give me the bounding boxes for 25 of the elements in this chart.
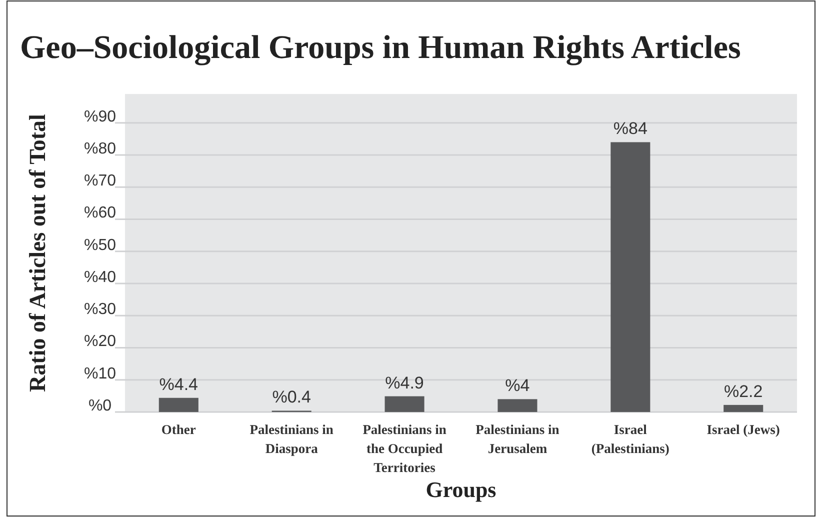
y-tick-label: %80 (84, 140, 116, 158)
chart-title: Geo–Sociological Groups in Human Rights Articles (20, 30, 741, 66)
y-tick-label: %90 (84, 108, 116, 126)
data-label: %4.9 (385, 373, 424, 392)
y-tick-label: %20 (84, 333, 116, 350)
y-tick-label: %10 (84, 365, 116, 382)
x-tick-label: Palestinians in the Occupied Territories (362, 422, 447, 475)
data-label: %84 (613, 119, 648, 138)
data-label: %4 (505, 376, 530, 396)
y-tick-label: %0 (88, 397, 112, 414)
x-tick-label: Israel (Jews) (706, 422, 780, 437)
data-label: %2.2 (724, 382, 763, 401)
y-tick-label: %50 (84, 236, 116, 254)
x-tick-label: Israel (Palestinians) (591, 422, 670, 456)
y-axis-title: Ratio of Articles out of Total (25, 114, 50, 392)
y-tick-label: %70 (84, 172, 116, 190)
x-tick-label: Other (161, 422, 196, 437)
y-tick-label: %30 (84, 301, 116, 318)
y-tick-label: %60 (84, 204, 116, 222)
x-tick-label: Palestinians in Jerusalem (476, 422, 560, 456)
y-tick-label: %40 (84, 268, 116, 286)
x-tick-label: Palestinians in Diaspora (250, 422, 334, 456)
x-axis-title: Groups (426, 477, 497, 502)
data-label: %4.4 (159, 374, 198, 394)
data-label: %0.4 (272, 388, 311, 407)
